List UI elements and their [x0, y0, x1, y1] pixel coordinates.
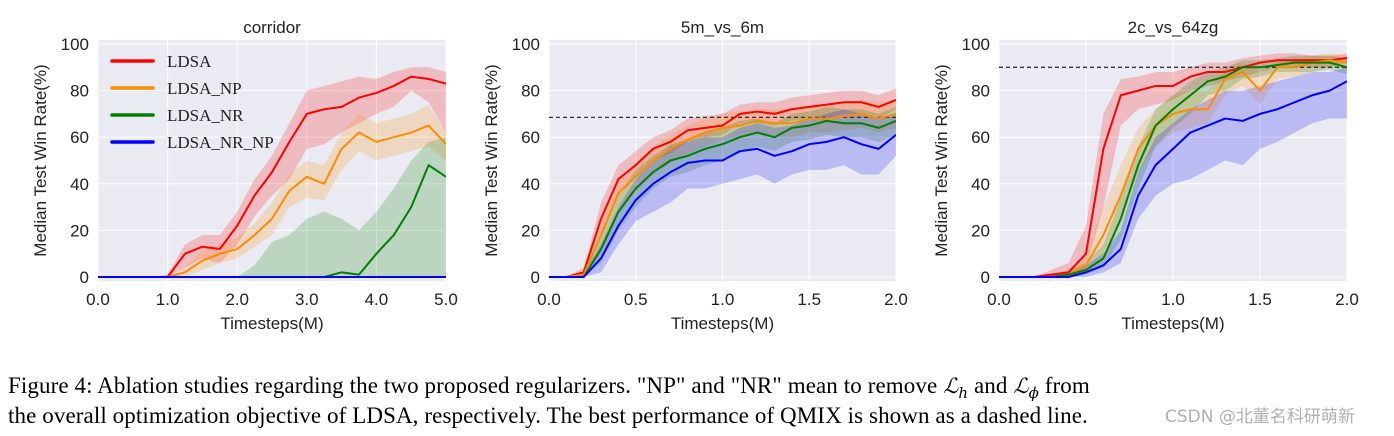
- confidence-band-LDSA: [999, 53, 1347, 277]
- x-tick-label: 1.0: [711, 290, 735, 309]
- y-axis-label: Median Test Win Rate(%): [482, 64, 501, 256]
- x-tick-label: 2.0: [1335, 290, 1359, 309]
- series-line-LDSA_NR_NP: [549, 134, 896, 278]
- y-tick-label: 20: [70, 221, 89, 240]
- y-axis-label: Median Test Win Rate(%): [31, 64, 50, 256]
- y-tick-label: 40: [521, 175, 540, 194]
- confidence-band-LDSA_NP: [999, 53, 1347, 277]
- series-group: [98, 67, 446, 278]
- legend-label: LDSA_NP: [167, 79, 242, 98]
- y-tick-label: 100: [61, 35, 89, 54]
- chart-panel-2c_vs_64zg: 0 20 40 60 80 100 0.0 0.5 1.0 1.5 2.0 2c_vs_64zg Tim…: [932, 18, 1359, 333]
- x-axis-label: Timesteps(M): [220, 314, 323, 333]
- x-tick-label: 2.0: [225, 290, 249, 309]
- x-tick-label: 1.0: [156, 290, 180, 309]
- x-axis-label: Timesteps(M): [671, 314, 774, 333]
- y-axis-label: Median Test Win Rate(%): [932, 64, 951, 256]
- y-tick-label: 40: [971, 175, 990, 194]
- y-tick-label: 60: [971, 128, 990, 147]
- caption-text: from: [1038, 373, 1090, 398]
- loss-subscript: h: [958, 384, 969, 402]
- loss-symbol: ℒ: [943, 374, 959, 398]
- loss-subscript: ϕ: [1028, 384, 1039, 402]
- confidence-band-LDSA_NR: [98, 137, 446, 277]
- chart-title: 5m_vs_6m: [681, 18, 764, 37]
- y-tick-label: 80: [70, 82, 89, 101]
- y-tick-label: 20: [521, 221, 540, 240]
- chart-title: corridor: [243, 18, 301, 37]
- series-line-LDSA: [999, 56, 1347, 278]
- x-tick-label: 1.0: [1161, 290, 1185, 309]
- confidence-band-LDSA_NR_NP: [999, 67, 1347, 277]
- y-tick-label: 100: [512, 35, 540, 54]
- confidence-band-LDSA_NR: [999, 55, 1347, 278]
- caption-line-2: the overall optimization objective of LD…: [8, 403, 1088, 428]
- x-tick-label: 3.0: [295, 290, 319, 309]
- series-line-LDSA_NR: [549, 119, 896, 278]
- x-tick-label: 0.0: [86, 290, 110, 309]
- x-tick-label: 1.5: [797, 290, 821, 309]
- y-tick-label: 20: [971, 221, 990, 240]
- series-line-LDSA_NP: [549, 112, 896, 278]
- caption-text: Figure 4: Ablation studies regarding the…: [8, 373, 944, 398]
- legend-label: LDSA: [167, 52, 212, 71]
- y-tick-label: 60: [521, 128, 540, 147]
- chart-title: 2c_vs_64zg: [1128, 18, 1219, 37]
- series-line-LDSA: [549, 98, 896, 278]
- y-tick-label: 80: [971, 82, 990, 101]
- confidence-band-LDSA_NR_NP: [549, 109, 896, 278]
- y-tick-label: 0: [981, 268, 990, 287]
- x-tick-label: 5.0: [434, 290, 458, 309]
- x-axis-label: Timesteps(M): [1121, 314, 1224, 333]
- confidence-band-LDSA_NP: [549, 99, 896, 277]
- y-tick-label: 0: [80, 268, 89, 287]
- y-tick-label: 100: [962, 35, 990, 54]
- caption-line-1: Figure 4: Ablation studies regarding the…: [8, 373, 1090, 402]
- loss-symbol: ℒ: [1013, 374, 1029, 398]
- chart-panel-corridor: 0 20 40 60 80 100 0.0 1.0 2.0 3.0 4.0 5.0 corridor Ti…: [31, 18, 458, 333]
- watermark: CSDN @北董名科研萌新: [1165, 407, 1355, 427]
- x-tick-label: 4.0: [365, 290, 389, 309]
- x-tick-label: 0.5: [1074, 290, 1098, 309]
- loss-phi-symbol: ℒϕ: [1013, 374, 1039, 402]
- series-group: [549, 88, 896, 278]
- chart-panel-5m_vs_6m: 0 20 40 60 80 100 0.0 0.5 1.0 1.5 2.0 5m_vs_6m Times…: [482, 18, 908, 333]
- series-line-LDSA_NR_NP: [999, 80, 1347, 278]
- figure: 0 20 40 60 80 100 0.0 1.0 2.0 3.0 4.0 5.0 corridor Ti…: [31, 18, 1359, 333]
- legend-label: LDSA_NR: [167, 106, 244, 125]
- x-tick-label: 0.0: [537, 290, 561, 309]
- x-tick-label: 0.5: [624, 290, 648, 309]
- caption-text: and: [968, 373, 1014, 398]
- y-tick-label: 0: [531, 268, 540, 287]
- x-tick-label: 0.0: [987, 290, 1011, 309]
- y-tick-label: 40: [70, 175, 89, 194]
- legend: LDSA LDSA_NP LDSA_NR LDSA_NR_NP: [110, 52, 274, 152]
- y-tick-label: 80: [521, 82, 540, 101]
- y-tick-label: 60: [70, 128, 89, 147]
- x-tick-label: 1.5: [1248, 290, 1272, 309]
- series-group: [999, 53, 1347, 278]
- x-tick-label: 2.0: [884, 290, 908, 309]
- confidence-band-LDSA_NP: [98, 104, 446, 277]
- legend-label: LDSA_NR_NP: [167, 133, 274, 152]
- loss-h-symbol: ℒh: [943, 374, 968, 402]
